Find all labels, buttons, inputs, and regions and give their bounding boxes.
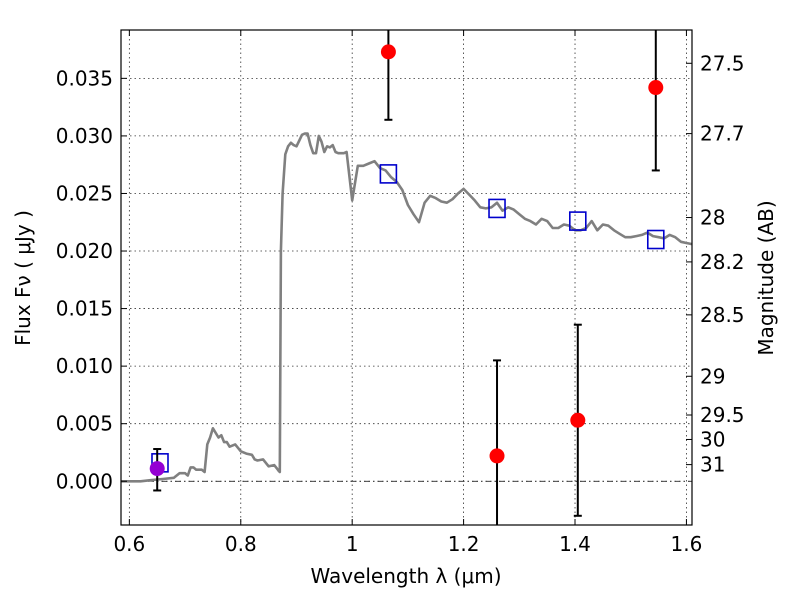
y-tick-labels: 0.000 0.005 0.010 0.015 0.020 0.025 0.030 0.035 — [56, 66, 113, 493]
observed-errorbars — [153, 30, 660, 525]
model-photometry-markers — [151, 164, 665, 473]
magnitude-tick-label: 29.5 — [700, 403, 745, 427]
observed-flux-point — [380, 44, 396, 60]
magnitude-tick-label: 27.7 — [700, 122, 745, 146]
magnitude-axis-label: Magnitude (AB) — [754, 200, 778, 355]
x-axis-label: Wavelength λ (μm) — [310, 564, 501, 588]
y-tick-label: 0.025 — [56, 181, 113, 205]
model-photometry-square — [646, 229, 665, 250]
magnitude-tick-label: 31 — [700, 453, 725, 477]
observed-flux-point — [570, 412, 586, 428]
x-tick-label: 1.4 — [559, 532, 591, 556]
magnitude-tick-label: 29 — [700, 364, 725, 388]
observed-flux-markers — [380, 44, 664, 464]
plot-frame — [120, 29, 693, 526]
magnitude-tick-label: 30 — [700, 427, 725, 451]
x-tick-label: 1 — [346, 532, 359, 556]
extra-point-marker — [149, 461, 165, 477]
y-tick-label: 0.005 — [56, 412, 113, 436]
y-axis-label: Flux Fν ( μJy ) — [11, 210, 35, 346]
magnitude-tick-label: 28.2 — [700, 250, 745, 274]
x-tick-label: 0.6 — [113, 532, 145, 556]
model-photometry-square — [379, 164, 398, 184]
x-tick-label: 1.2 — [448, 532, 480, 556]
y-tick-label: 0.020 — [56, 239, 113, 263]
magnitude-tick-label: 27.5 — [700, 51, 745, 75]
y-tick-label: 0.000 — [56, 469, 113, 493]
model-photometry-square — [568, 211, 587, 231]
observed-flux-point — [489, 448, 505, 464]
x-tick-label: 1.6 — [671, 532, 703, 556]
y-tick-label: 0.035 — [56, 66, 113, 90]
y-tick-label: 0.010 — [56, 354, 113, 378]
observed-flux-point — [648, 80, 664, 96]
y-tick-label: 0.015 — [56, 297, 113, 321]
model-spectrum-line — [121, 132, 693, 483]
y-tick-label: 0.030 — [56, 124, 113, 148]
model-photometry-square — [488, 198, 506, 219]
x-tick-label: 0.8 — [225, 532, 257, 556]
x-tick-labels: 0.6 0.8 1 1.2 1.4 1.6 — [113, 532, 702, 556]
axis-ticks — [121, 30, 692, 525]
extra-flux-point — [149, 461, 165, 477]
magnitude-tick-label: 28.5 — [700, 303, 745, 327]
magnitude-tick-label: 28 — [700, 206, 725, 230]
